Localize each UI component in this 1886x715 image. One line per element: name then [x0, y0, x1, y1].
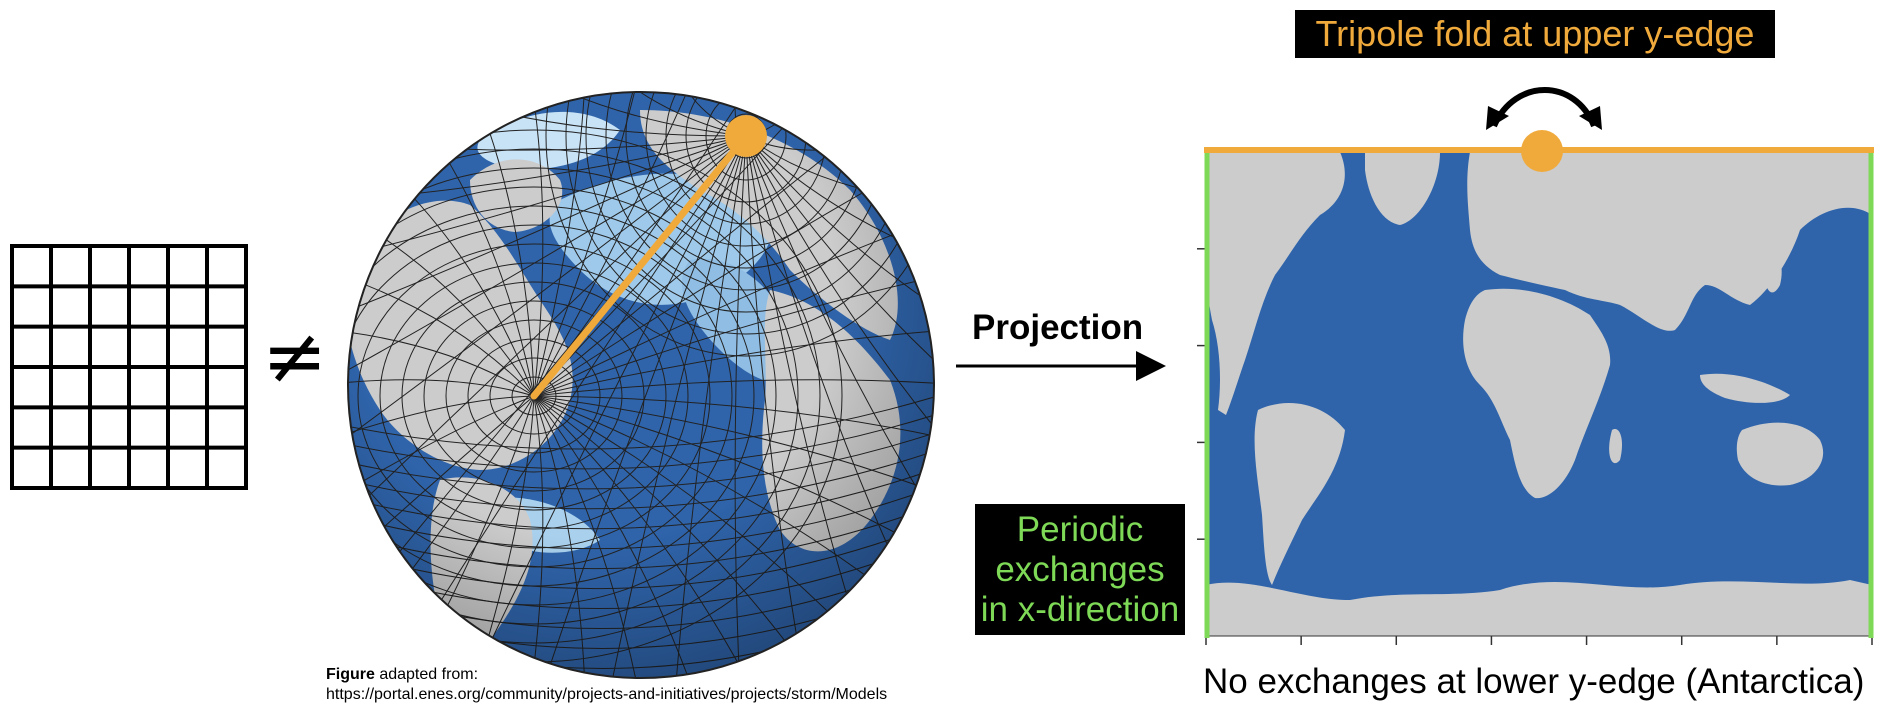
fold-arrowhead-left [1486, 106, 1509, 130]
caption-url: https://portal.enes.org/community/projec… [326, 686, 888, 703]
tripole-north-pole-marker [725, 115, 767, 157]
periodic-line-3: in x-direction [980, 589, 1180, 629]
periodic-exchanges-label: Periodic exchanges in x-direction [975, 504, 1185, 635]
tripole-fold-label: Tripole fold at upper y-edge [1295, 10, 1775, 58]
caption-line-1: Figure adapted from: [326, 665, 887, 685]
no-exchange-label: No exchanges at lower y-edge (Antarctica… [1203, 662, 1865, 701]
map-land-antarctica [1206, 580, 1872, 636]
periodic-line-2: exchanges [995, 549, 1165, 589]
projection-label: Projection [972, 308, 1144, 347]
not-equal-symbol: ≠ [262, 312, 328, 402]
map-land-indonesia [1700, 373, 1790, 403]
tripolar-globe [347, 91, 935, 679]
fold-arrowhead-right [1579, 106, 1602, 130]
tripole-fold-marker [1521, 130, 1563, 172]
figure-caption: Figure adapted from: https://portal.enes… [326, 665, 887, 705]
tripole-fold-line [530, 132, 750, 400]
map-land-europe-asia [1467, 152, 1872, 331]
map-land-south-america [1254, 402, 1345, 585]
map-land-africa [1463, 288, 1611, 499]
world-map-projection [1197, 87, 1874, 645]
periodic-line-1: Periodic [1016, 509, 1144, 549]
caption-bold: Figure [326, 666, 375, 683]
caption-rest: adapted from: [374, 666, 479, 683]
map-land-greenland [1365, 152, 1440, 225]
fold-exchange-arrow [1491, 87, 1597, 128]
map-land-australia [1736, 422, 1824, 486]
map-land-north-america-west [1206, 152, 1282, 247]
map-land-japan [1765, 254, 1782, 293]
tripole-fold-text: Tripole fold at upper y-edge [1315, 13, 1755, 54]
map-land-madagascar [1609, 429, 1623, 464]
regular-grid [10, 244, 248, 490]
